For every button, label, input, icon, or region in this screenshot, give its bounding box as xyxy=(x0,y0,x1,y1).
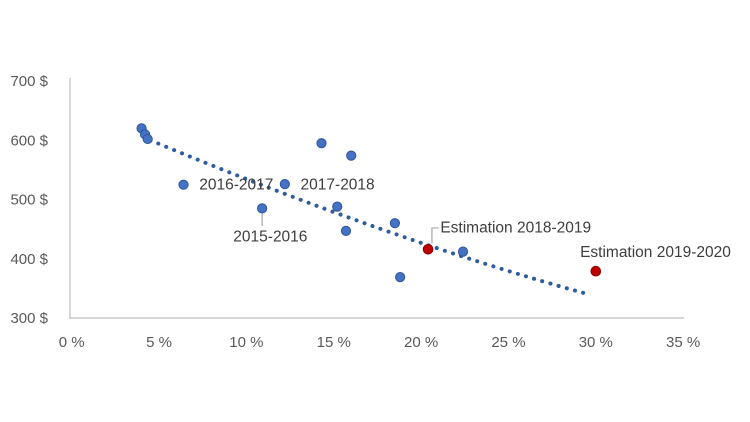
historical-point xyxy=(279,178,290,190)
historical-point xyxy=(457,246,469,257)
x-tick-label: 15 % xyxy=(317,334,351,351)
historical-point xyxy=(257,203,268,214)
leader-line xyxy=(431,227,439,244)
historical-point xyxy=(316,138,327,149)
x-tick-label: 35 % xyxy=(666,334,700,351)
y-tick-label: 700 $ xyxy=(10,73,48,90)
x-tick-label: 20 % xyxy=(404,334,438,351)
annotation-label: 2017-2018 xyxy=(301,177,375,194)
annotation-label: 2015-2016 xyxy=(233,229,307,246)
annotation-label: Estimation 2019-2020 xyxy=(580,244,731,261)
historical-point xyxy=(332,201,343,212)
annotation-label: Estimation 2018-2019 xyxy=(440,219,591,236)
historical-point xyxy=(389,218,400,229)
y-tick-label: 600 $ xyxy=(10,132,48,149)
x-tick-label: 25 % xyxy=(491,334,525,351)
estimation-point xyxy=(422,243,434,255)
y-tick-label: 400 $ xyxy=(10,251,48,268)
x-tick-label: 0 % xyxy=(59,334,85,351)
historical-point xyxy=(142,133,153,145)
x-tick-label: 30 % xyxy=(579,334,613,351)
historical-point xyxy=(346,150,357,161)
estimation-point xyxy=(590,265,602,277)
historical-point xyxy=(340,225,352,237)
trendline xyxy=(148,138,593,297)
y-tick-label: 300 $ xyxy=(10,310,48,327)
y-tick-label: 500 $ xyxy=(10,192,48,209)
x-tick-label: 5 % xyxy=(146,334,172,351)
annotation-label: 2016-2017 xyxy=(199,177,273,194)
historical-point xyxy=(178,179,189,190)
historical-point xyxy=(395,272,406,283)
x-tick-label: 10 % xyxy=(229,334,263,351)
